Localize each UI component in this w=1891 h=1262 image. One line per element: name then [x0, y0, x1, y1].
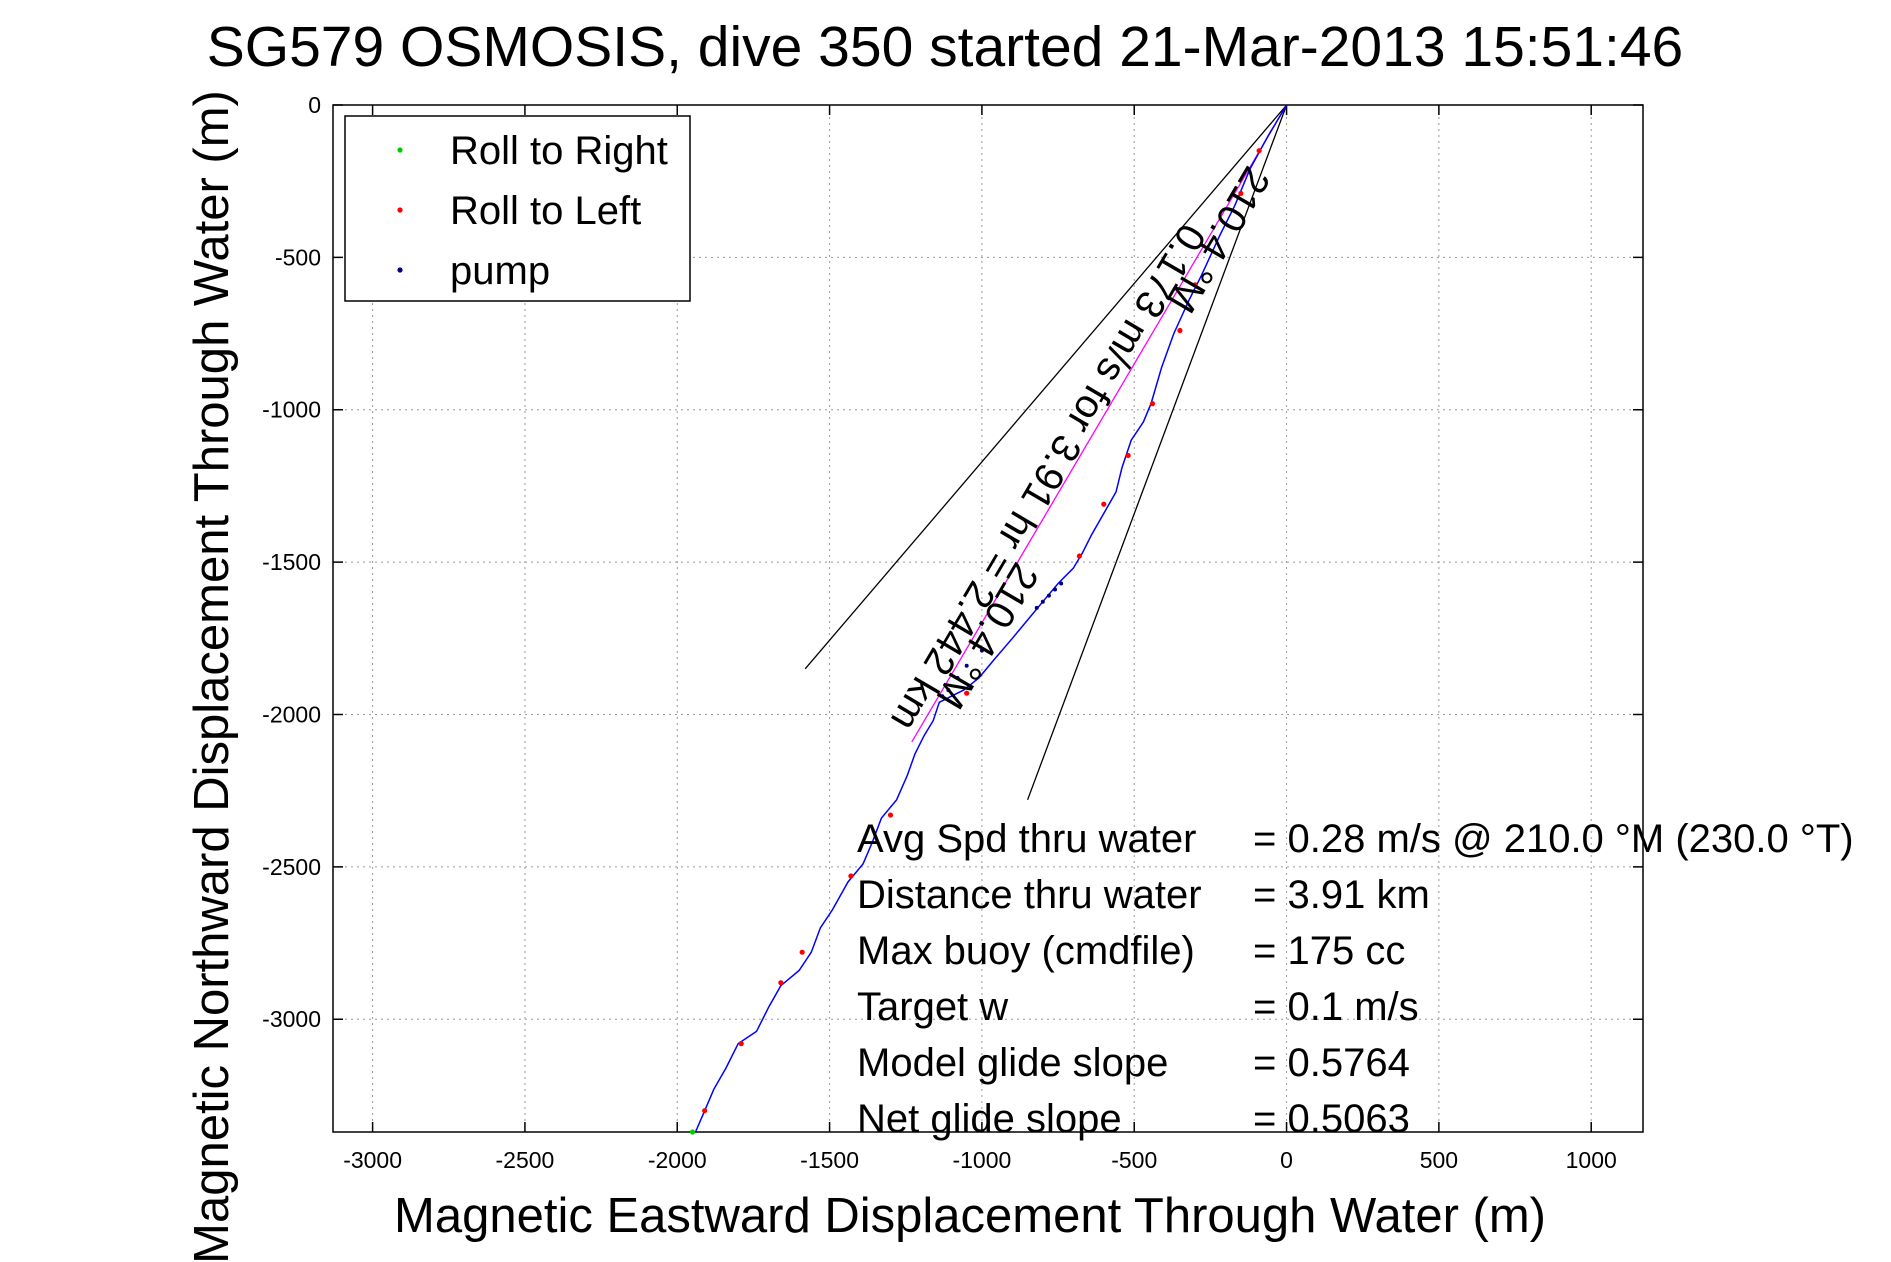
x-tick-label: -2500: [496, 1147, 555, 1173]
roll-left-point: [778, 980, 784, 986]
y-tick-label: -500: [275, 244, 321, 270]
x-tick-label: 500: [1420, 1147, 1458, 1173]
x-tick-label: -3000: [343, 1147, 402, 1173]
y-tick-label: -2000: [262, 701, 321, 727]
legend: Roll to Right Roll to Left pump: [344, 115, 691, 302]
pump-point: [946, 688, 951, 693]
annotation-value: = 0.28 m/s @ 210.0 °M (230.0 °T): [1253, 817, 1854, 861]
roll-left-point: [702, 1108, 708, 1114]
roll-left-point: [1076, 553, 1082, 559]
chart-title: SG579 OSMOSIS, dive 350 started 21-Mar-2…: [207, 15, 1684, 79]
annotation-value: = 0.5063: [1253, 1097, 1410, 1141]
legend-marker: [397, 207, 403, 213]
pump-point: [1040, 599, 1045, 604]
legend-marker: [397, 147, 403, 153]
y-axis-label: Magnetic Northward Displacement Through …: [185, 90, 239, 1262]
annotation-label: Target w: [857, 985, 1008, 1029]
roll-left-point: [964, 690, 970, 696]
x-tick-label: 1000: [1566, 1147, 1617, 1173]
legend-label: Roll to Right: [450, 129, 668, 173]
annotation-label: Avg Spd thru water: [857, 817, 1196, 861]
roll-left-point: [1101, 501, 1107, 507]
stats-annotation: Avg Spd thru water = 0.28 m/s @ 210.0 °M …: [857, 817, 1854, 1141]
pump-point: [1034, 605, 1039, 610]
x-tick-label: -1000: [952, 1147, 1011, 1173]
y-tick-label: -3000: [262, 1006, 321, 1032]
annotation-label: Net glide slope: [857, 1097, 1122, 1141]
legend-box: [344, 115, 691, 302]
pump-point: [1046, 593, 1051, 598]
roll-left-point: [1125, 452, 1131, 459]
sector-line: [1026, 104, 1288, 801]
roll-left-point: [1149, 401, 1156, 407]
roll-left-point: [1238, 190, 1244, 196]
x-tick-label: -1500: [800, 1147, 859, 1173]
pump-point: [1053, 587, 1058, 592]
annotation-value: = 175 cc: [1253, 929, 1405, 973]
annotation-value: = 3.91 km: [1253, 873, 1430, 917]
y-tick-label: -1000: [262, 397, 321, 423]
series-layer: [689, 104, 1288, 1135]
pump-point: [964, 663, 969, 668]
y-tick-label: 0: [308, 92, 321, 118]
plot-frame: [332, 104, 1644, 1133]
x-axis-label: Magnetic Eastward Displacement Through W…: [394, 1189, 1546, 1243]
y-ticks: 0 -500 -1000 -1500 -2000 -2500 -3000: [262, 92, 1643, 1032]
roll-left-point: [738, 1041, 744, 1047]
heading-line: [911, 104, 1288, 743]
annotation-value: = 0.1 m/s: [1253, 985, 1419, 1029]
legend-label: Roll to Left: [450, 189, 641, 233]
legend-label: pump: [450, 249, 550, 293]
roll-left-point: [848, 873, 854, 879]
legend-marker: [397, 267, 403, 273]
track-line: [694, 104, 1288, 1133]
roll-left-point: [887, 812, 894, 818]
roll-left-point: [1192, 282, 1198, 288]
x-tick-label: 0: [1280, 1147, 1293, 1173]
roll-left-point: [1177, 327, 1183, 334]
x-tick-label: -2000: [648, 1147, 707, 1173]
annotation-label: Distance thru water: [857, 873, 1202, 917]
pump-point: [1059, 581, 1064, 586]
roll-left-point: [799, 949, 805, 955]
x-ticks: -3000 -2500 -2000 -1500 -1000 -500 0 500 1000: [343, 105, 1617, 1173]
y-tick-label: -2500: [262, 854, 321, 880]
annotation-label: Max buoy (cmdfile): [857, 929, 1195, 973]
pump-point: [955, 675, 960, 680]
roll-left-point: [1256, 148, 1262, 154]
pump-point: [940, 694, 945, 699]
x-tick-label: -500: [1111, 1147, 1157, 1173]
annotation-value: = 0.5764: [1253, 1041, 1410, 1085]
y-tick-label: -1500: [262, 549, 321, 575]
sector-line: [804, 104, 1288, 670]
roll-right-point: [689, 1129, 696, 1135]
annotation-label: Model glide slope: [857, 1041, 1168, 1085]
pump-point: [979, 648, 984, 653]
